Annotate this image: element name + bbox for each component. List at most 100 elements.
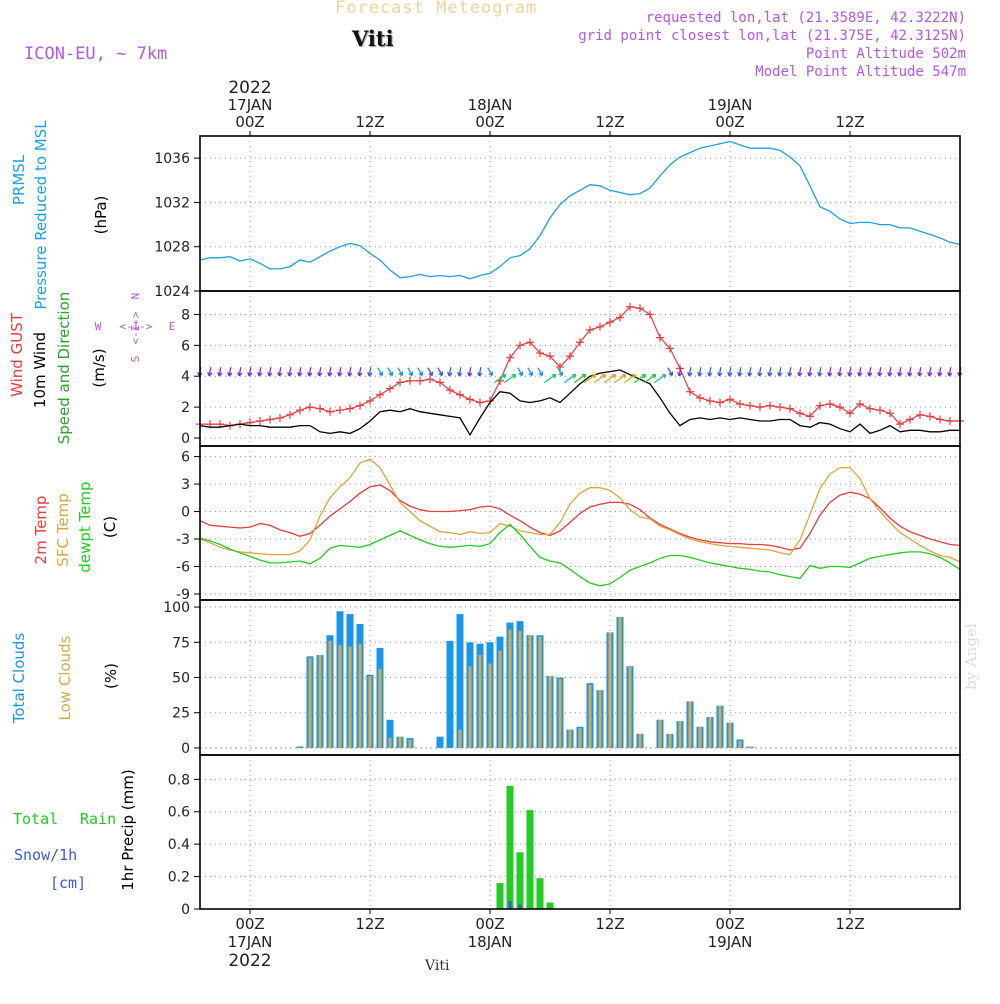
gust-marker xyxy=(696,393,704,402)
gust-marker xyxy=(296,406,304,415)
gust-marker xyxy=(876,406,884,415)
wind-direction-arrow xyxy=(477,367,483,377)
low-cloud-bar xyxy=(518,631,522,748)
wind-direction-arrow xyxy=(937,367,943,377)
y-tick-label: 8 xyxy=(181,307,190,323)
pressure-description-label: Pressure Reduced to MSL xyxy=(32,120,50,310)
gust-marker xyxy=(896,420,904,429)
wind-direction-arrow xyxy=(527,367,534,377)
gust-marker xyxy=(566,352,574,361)
wind-direction-arrow xyxy=(277,367,283,377)
bottom-time-tick-label: 00Z xyxy=(235,915,264,933)
wind-direction-arrow xyxy=(877,367,883,377)
low-cloud-bar xyxy=(598,690,602,748)
low-cloud-bar xyxy=(718,705,722,748)
total-rain-label-2: Rain xyxy=(80,810,116,828)
y-tick-label: 0 xyxy=(181,431,190,447)
gust-line xyxy=(200,306,960,427)
gust-marker xyxy=(826,400,834,409)
wind-direction-arrow xyxy=(327,367,333,377)
gust-marker xyxy=(626,302,634,311)
panel-frame xyxy=(199,135,961,292)
wind-direction-arrow xyxy=(707,367,713,377)
rain-bar xyxy=(546,902,554,909)
top-date-year: 2022 xyxy=(228,78,271,98)
gust-marker xyxy=(656,333,664,342)
bottom-date-year: 2022 xyxy=(228,951,271,971)
model-point-altitude: Model Point Altitude 547m xyxy=(755,64,966,80)
wind-direction-arrow xyxy=(227,367,233,377)
gust-marker xyxy=(396,378,404,387)
rain-bar xyxy=(526,810,534,909)
gust-marker xyxy=(426,375,434,384)
panel-frame xyxy=(199,754,961,910)
dewpoint-line xyxy=(199,523,961,587)
rain-bar xyxy=(516,852,524,909)
wind-direction-arrow xyxy=(917,367,923,377)
y-tick-label: -3 xyxy=(176,532,190,548)
low-cloud-bar xyxy=(588,684,592,748)
wind-direction-arrow xyxy=(827,367,833,377)
y-tick-label: 1036 xyxy=(154,151,190,167)
gust-marker xyxy=(516,341,524,350)
gust-marker xyxy=(886,409,894,418)
gust-marker xyxy=(266,415,274,424)
compass-north-label: N xyxy=(129,293,142,300)
gust-marker xyxy=(796,409,804,418)
low-cloud-bar xyxy=(668,733,672,748)
gust-marker xyxy=(646,310,654,319)
wind-direction-arrow xyxy=(837,367,843,377)
gust-marker xyxy=(356,401,364,410)
low-cloud-bar xyxy=(628,666,632,748)
y-tick-label: 75 xyxy=(172,635,190,651)
y-tick-label: 6 xyxy=(181,338,190,354)
y-tick-label: 1024 xyxy=(154,284,190,300)
gust-marker xyxy=(716,398,724,407)
y-tick-label: 0 xyxy=(181,902,190,918)
model-name: ICON-EU, ~ 7km xyxy=(24,44,168,64)
low-cloud-bar xyxy=(528,635,532,748)
low-cloud-bar xyxy=(618,616,622,748)
low-cloud-bar xyxy=(348,646,352,748)
y-tick-label: 0.6 xyxy=(168,805,190,821)
low-cloud-bar xyxy=(538,636,542,748)
wind-direction-arrow xyxy=(623,373,637,384)
low-cloud-bar xyxy=(498,650,502,748)
wind-direction-arrow xyxy=(797,367,803,377)
gust-marker xyxy=(866,404,874,413)
requested-location: requested lon,lat (21.3589E, 42.3222N) xyxy=(645,10,966,26)
pressure-unit-label: (hPa) xyxy=(92,196,110,235)
wind-direction-arrow xyxy=(747,367,753,377)
wind-direction-arrow xyxy=(583,373,597,384)
gust-marker xyxy=(346,404,354,413)
wind-direction-arrow xyxy=(267,367,273,377)
temp-2m-line xyxy=(199,484,961,551)
gust-marker xyxy=(836,403,844,412)
gust-marker xyxy=(486,396,494,405)
app-title: Forecast Meteogram xyxy=(335,0,538,18)
low-cloud-bar xyxy=(568,729,572,748)
wind-direction-arrow xyxy=(777,367,783,377)
low-cloud-bar xyxy=(378,669,382,748)
temp-unit-label: (C) xyxy=(101,516,119,538)
total-clouds-label: Total Clouds xyxy=(10,633,28,725)
pressure-line xyxy=(199,140,961,280)
wind-direction-arrow xyxy=(807,367,813,377)
gust-marker xyxy=(806,412,814,421)
compass-east-label: E xyxy=(169,320,176,333)
bottom-date-day: 18JAN xyxy=(468,933,513,951)
gust-marker xyxy=(636,304,644,313)
gust-marker xyxy=(466,395,474,404)
wind-direction-arrow xyxy=(737,367,743,377)
station-name: Viti xyxy=(352,26,394,51)
gust-marker xyxy=(456,390,464,399)
wind-direction-arrow xyxy=(557,367,564,377)
wind-direction-arrow xyxy=(787,367,793,377)
top-time-tick-label: 00Z xyxy=(715,113,744,131)
total-rain-label: Total xyxy=(13,810,58,828)
y-tick-label: 0.8 xyxy=(168,772,190,788)
top-date-day: 17JAN xyxy=(228,96,273,114)
gust-marker xyxy=(526,338,534,347)
top-time-tick-label: 00Z xyxy=(475,113,504,131)
